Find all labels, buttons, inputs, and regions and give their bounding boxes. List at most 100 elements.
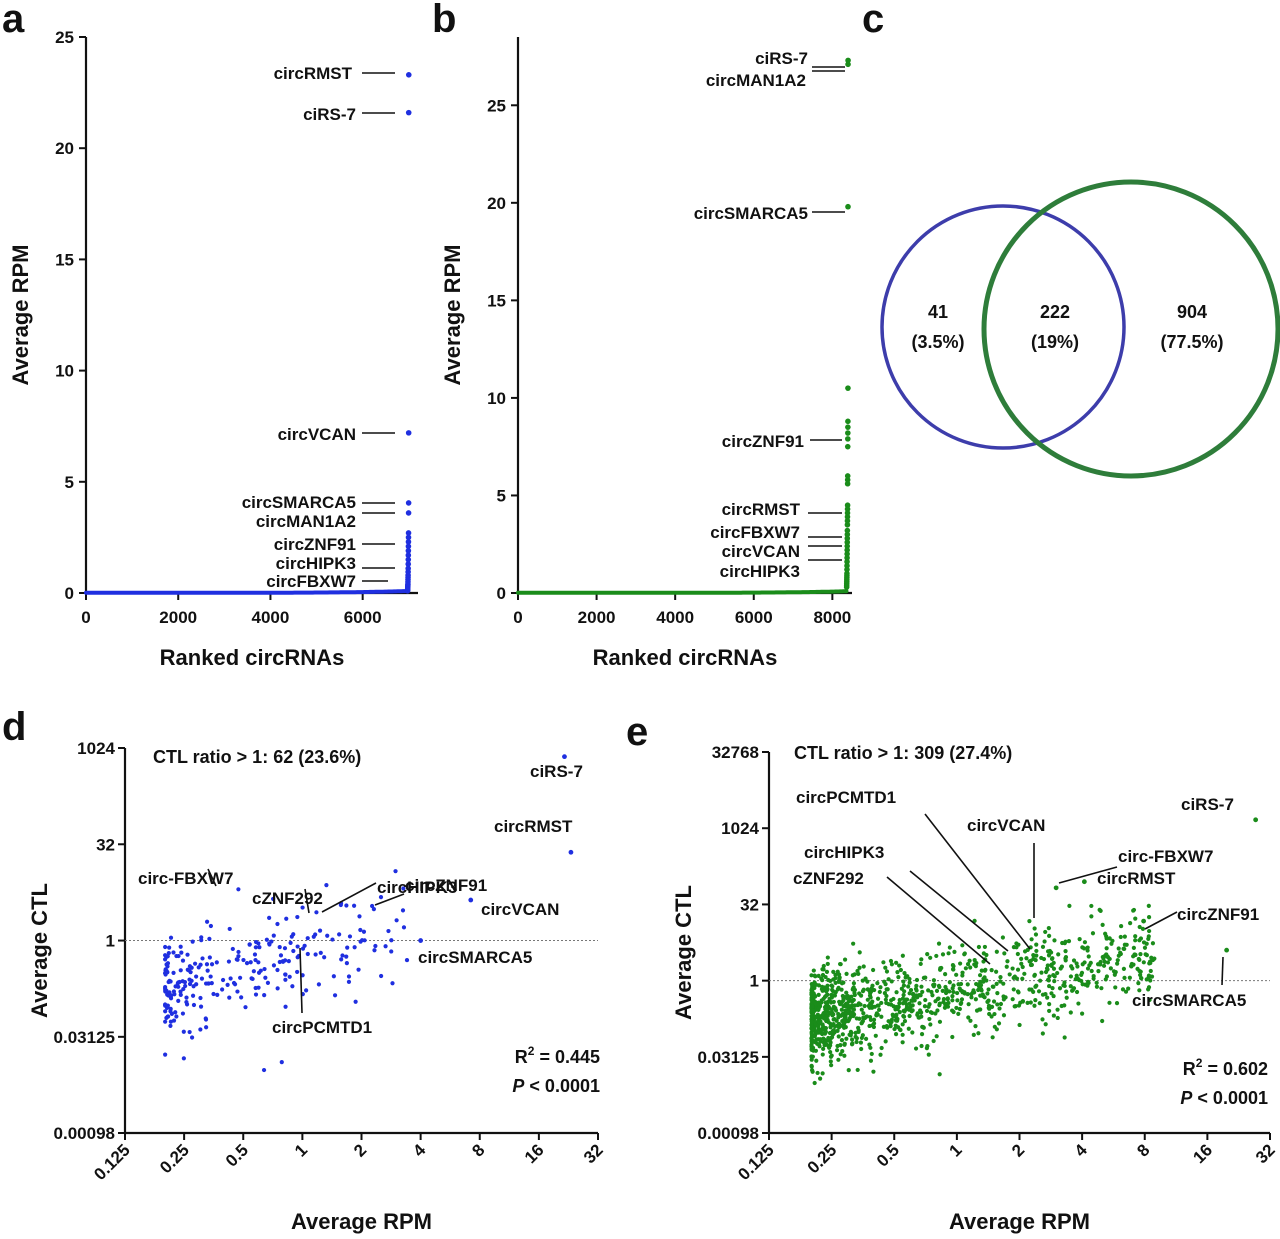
- scatter-point: [163, 984, 168, 990]
- scatter-point: [290, 984, 295, 989]
- scatter-point: [1046, 953, 1052, 958]
- scatter-point: [1062, 983, 1067, 989]
- scatter-point: [1116, 946, 1121, 951]
- scatter-point: [300, 946, 306, 951]
- scatter-point: [809, 1026, 814, 1031]
- scatter-point: [1062, 1003, 1067, 1008]
- scatter-point: [855, 1067, 860, 1073]
- scatter-point: [1019, 956, 1024, 961]
- scatter-point: [1097, 907, 1102, 912]
- panel-c: c 41 (3.5%) 222 (19%) 904 (77.5%): [862, 0, 1280, 479]
- scatter-point: [1045, 977, 1051, 982]
- p-value-text: P < 0.0001: [512, 1076, 600, 1096]
- panel-b: b 0 5 10 15 20 25 0 2000 4000 6000 8000 Ranked circR…: [432, 0, 852, 670]
- scatter-point: [264, 937, 269, 942]
- scatter-point: [1082, 940, 1088, 945]
- x-tick-label: 2: [1008, 1140, 1028, 1160]
- ranked-point: [844, 480, 851, 487]
- scatter-point: [973, 997, 978, 1002]
- scatter-point: [1086, 954, 1091, 959]
- scatter-point: [843, 1024, 848, 1030]
- scatter-point: [325, 933, 330, 938]
- scatter-point: [204, 919, 210, 924]
- scatter-point: [919, 957, 924, 962]
- scatter-point: [925, 1044, 930, 1049]
- scatter-point: [884, 1000, 889, 1006]
- scatter-point: [1107, 936, 1112, 941]
- scatter-point: [1122, 946, 1127, 952]
- ctl-ratio-text: CTL ratio > 1: 309 (27.4%): [794, 743, 1012, 763]
- scatter-point: [825, 983, 830, 988]
- y-tick-label: 0: [497, 584, 506, 603]
- y-tick-label: 1: [106, 932, 115, 951]
- scatter-point: [844, 971, 849, 976]
- scatter-point: [176, 980, 181, 985]
- scatter-point: [1011, 987, 1016, 992]
- scatter-point: [1094, 980, 1099, 985]
- scatter-point: [902, 1018, 908, 1024]
- scatter-point: [220, 987, 225, 992]
- scatter-point: [960, 943, 965, 948]
- x-tick-label: 2000: [578, 608, 616, 627]
- scatter-point: [809, 1068, 815, 1073]
- scatter-point: [871, 967, 876, 973]
- scatter-point: [1150, 941, 1156, 946]
- scatter-point: [288, 940, 293, 945]
- y-tick-label: 5: [497, 486, 506, 505]
- scatter-point: [818, 1037, 823, 1042]
- scatter-point: [893, 1032, 899, 1037]
- scatter-point: [1011, 945, 1016, 950]
- scatter-point: [811, 968, 816, 973]
- scatter-point: [1146, 903, 1151, 908]
- highlight-point: [568, 849, 574, 855]
- scatter-point: [944, 1001, 949, 1006]
- scatter-point: [947, 980, 952, 985]
- scatter-point: [817, 1021, 823, 1026]
- scatter-point: [373, 943, 378, 949]
- scatter-point: [809, 1013, 814, 1019]
- scatter-point: [263, 975, 268, 980]
- ranked-point: [844, 436, 851, 442]
- scatter-point: [1099, 986, 1104, 991]
- y-axis-title: Average CTL: [27, 883, 52, 1018]
- ranked-point: [405, 561, 412, 567]
- scatter-point: [283, 972, 288, 977]
- highlight-point: [562, 754, 567, 760]
- ranked-point: [844, 535, 851, 542]
- scatter-point: [816, 983, 822, 988]
- scatter-point: [1036, 989, 1042, 994]
- x-tick-label: 8: [1133, 1140, 1153, 1160]
- scatter-point: [828, 1049, 833, 1055]
- scatter-point: [253, 992, 259, 997]
- scatter-point: [919, 1032, 925, 1037]
- scatter-point: [818, 1076, 823, 1081]
- scatter-point: [848, 1012, 853, 1017]
- scatter-point: [1045, 995, 1050, 1000]
- scatter-point: [857, 950, 862, 955]
- scatter-point: [1034, 942, 1039, 947]
- scatter-point: [344, 961, 349, 966]
- scatter-point: [941, 997, 947, 1002]
- scatter-point: [882, 979, 887, 984]
- scatter-point: [1100, 1018, 1105, 1024]
- scatter-point: [340, 953, 345, 958]
- scatter-point: [1046, 926, 1051, 931]
- scatter-point: [951, 989, 956, 995]
- scatter-point: [969, 995, 974, 1000]
- scatter-point: [902, 971, 907, 976]
- scatter-point: [955, 990, 960, 996]
- scatter-point: [968, 965, 973, 970]
- x-tick-label: 0: [513, 608, 522, 627]
- scatter-point: [824, 969, 830, 974]
- x-tick-label: 6000: [344, 608, 382, 627]
- scatter-point: [1011, 975, 1016, 980]
- scatter-point: [1148, 968, 1153, 974]
- scatter-point: [947, 945, 952, 950]
- scatter-point: [838, 1052, 843, 1057]
- scatter-point: [821, 1046, 826, 1051]
- scatter-point: [834, 1048, 840, 1053]
- scatter-point: [251, 969, 256, 974]
- scatter-point: [1104, 936, 1109, 941]
- ranked-point: [845, 61, 851, 68]
- annotation-label: circMAN1A2: [706, 71, 806, 90]
